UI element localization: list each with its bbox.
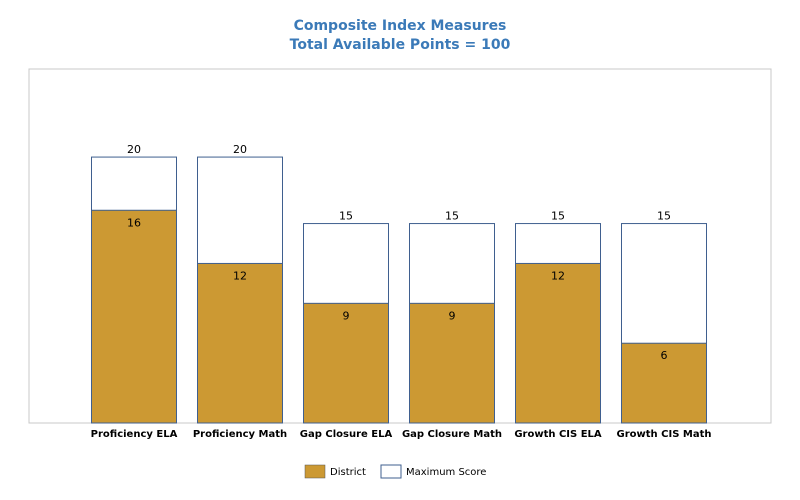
label-district-growth-cis-ela: 12 — [551, 269, 565, 282]
category-label-gap-closure-ela: Gap Closure ELA — [300, 429, 393, 440]
plot-area-frame — [28, 68, 772, 424]
label-district-growth-cis-math: 6 — [661, 349, 668, 362]
bar-district-growth-cis-math — [621, 342, 707, 424]
label-maximum-score-gap-closure-ela: 15 — [339, 210, 353, 223]
legend-label-maximum-score: Maximum Score — [406, 467, 486, 478]
label-maximum-score-proficiency-math: 20 — [233, 143, 247, 156]
category-label-proficiency-ela: Proficiency ELA — [91, 429, 178, 440]
category-label-proficiency-math: Proficiency Math — [193, 429, 287, 440]
chart-subtitle: Total Available Points = 100 — [290, 37, 511, 53]
bar-district-proficiency-ela — [91, 209, 177, 424]
bars-layer — [91, 156, 707, 424]
label-district-gap-closure-math: 9 — [449, 309, 456, 322]
bar-district-gap-closure-math — [409, 302, 495, 424]
category-label-growth-cis-math: Growth CIS Math — [617, 429, 712, 440]
category-label-growth-cis-ela: Growth CIS ELA — [514, 429, 602, 440]
legend-swatch-district — [304, 464, 326, 479]
legend: District Maximum Score — [304, 464, 486, 479]
label-maximum-score-gap-closure-math: 15 — [445, 210, 459, 223]
labels-layer: 20 16 Proficiency ELA 20 12 Proficiency Math 1… — [91, 143, 712, 440]
bar-district-proficiency-math — [197, 262, 283, 424]
legend-label-district: District — [330, 467, 366, 478]
label-maximum-score-growth-cis-math: 15 — [657, 210, 671, 223]
label-maximum-score-growth-cis-ela: 15 — [551, 210, 565, 223]
bar-district-gap-closure-ela — [303, 302, 389, 424]
legend-swatch-maximum-score — [380, 464, 402, 479]
category-label-gap-closure-math: Gap Closure Math — [402, 429, 502, 440]
label-maximum-score-proficiency-ela: 20 — [127, 143, 141, 156]
label-district-proficiency-math: 12 — [233, 269, 247, 282]
chart-title: Composite Index Measures — [294, 18, 507, 34]
bar-district-growth-cis-ela — [515, 262, 601, 424]
label-district-proficiency-ela: 16 — [127, 216, 141, 229]
label-district-gap-closure-ela: 9 — [343, 309, 350, 322]
